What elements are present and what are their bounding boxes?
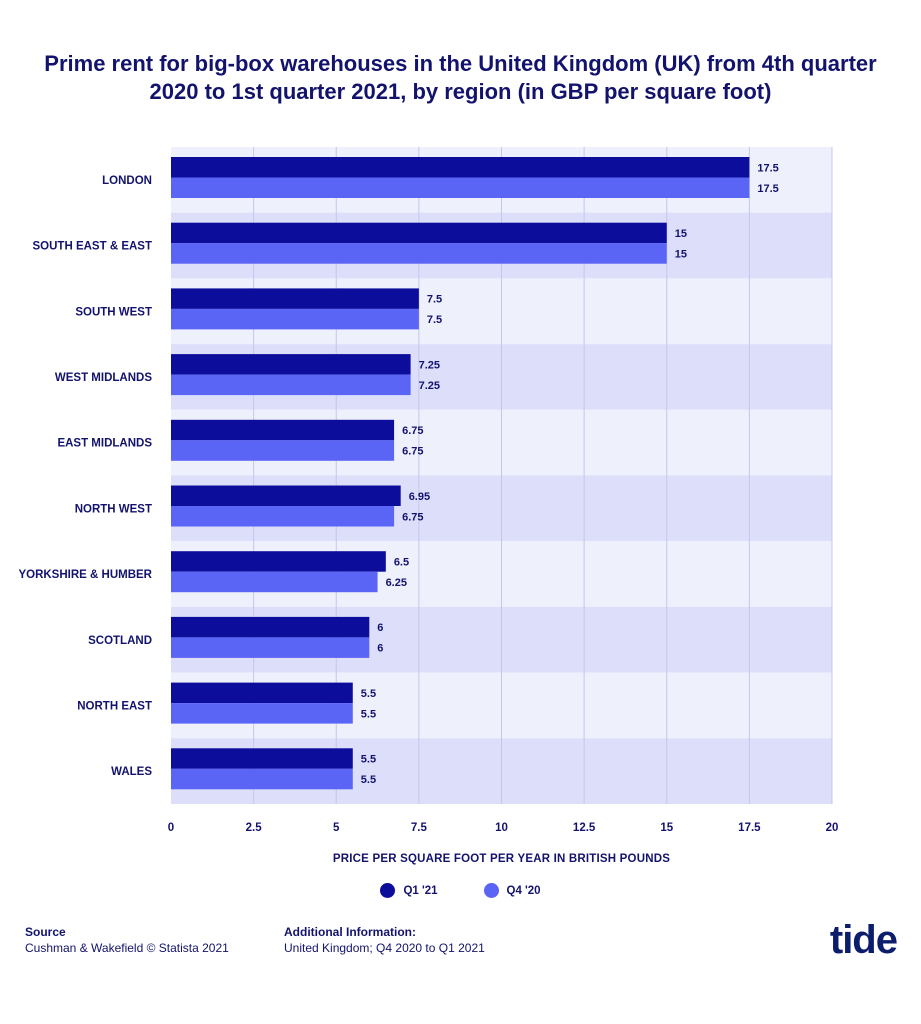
data-label: 6.75	[402, 425, 423, 437]
data-label: 5.5	[361, 688, 376, 700]
category-label: SCOTLAND	[88, 635, 152, 647]
x-tick-label: 2.5	[246, 822, 263, 834]
data-label: 17.5	[757, 183, 778, 195]
data-label: 17.5	[757, 162, 778, 174]
bar-q1-21	[171, 419, 395, 441]
bar-q4-20	[171, 703, 353, 724]
bar-q1-21	[171, 354, 411, 375]
data-label: 6.95	[409, 491, 430, 503]
additional-info-heading: Additional Information:	[284, 925, 416, 939]
x-tick-label: 20	[826, 822, 839, 834]
data-label: 6	[377, 643, 383, 655]
bar-q1-21	[171, 288, 419, 309]
bar-q1-21	[171, 157, 750, 178]
data-label: 6.5	[394, 556, 409, 568]
bar-q4-20	[171, 506, 395, 527]
bar-q4-20	[171, 177, 750, 198]
legend-label-q1-21: Q1 '21	[403, 884, 438, 897]
x-tick-label: 12.5	[573, 822, 596, 834]
category-label: EAST MIDLANDS	[57, 438, 152, 450]
x-tick-label: 15	[660, 822, 673, 834]
data-label: 5.5	[361, 754, 376, 766]
bar-q4-20	[171, 637, 370, 658]
bar-q4-20	[171, 374, 411, 396]
legend-swatch-q4-20	[483, 883, 499, 898]
tide-logo: tide	[829, 918, 898, 962]
data-label: 15	[675, 248, 687, 260]
category-label: YORKSHIRE & HUMBER	[18, 569, 152, 581]
data-label: 7.25	[419, 359, 440, 371]
category-label: WEST MIDLANDS	[55, 372, 152, 384]
category-label: SOUTH WEST	[75, 306, 152, 318]
category-label: LONDON	[102, 175, 152, 187]
bar-q4-20	[171, 768, 353, 790]
bar-q4-20	[171, 308, 419, 330]
legend-swatch-q1-21	[380, 883, 396, 898]
bar-chart: 17.5 17.5 LONDON 15 15 SOUTH EAST & EAST 7.5 7.…	[18, 147, 839, 834]
data-label: 15	[675, 228, 687, 240]
bar-q1-21	[171, 485, 401, 506]
x-tick-label: 10	[495, 822, 508, 834]
bar-q1-21	[171, 748, 353, 769]
source-heading: Source	[25, 925, 66, 939]
data-label: 6.25	[386, 577, 407, 589]
category-label: SOUTH EAST & EAST	[33, 241, 152, 253]
source-text: Cushman & Wakefield © Statista 2021	[25, 941, 229, 955]
data-label: 5.5	[361, 708, 376, 720]
chart-title: Prime rent for big-box warehouses in the…	[44, 51, 877, 104]
data-label: 7.5	[427, 314, 442, 326]
data-label: 5.5	[361, 774, 376, 786]
additional-info-block: Additional Information: United Kingdom; …	[284, 924, 485, 956]
additional-info-text: United Kingdom; Q4 2020 to Q1 2021	[284, 941, 485, 955]
x-tick-label: 5	[333, 822, 340, 834]
category-label: WALES	[111, 766, 152, 778]
x-tick-label: 0	[168, 822, 174, 834]
bar-q4-20	[171, 440, 395, 461]
category-label: NORTH WEST	[75, 503, 152, 515]
legend-label-q4-20: Q4 '20	[506, 884, 541, 897]
x-tick-label: 7.5	[411, 822, 428, 834]
source-block: Source Cushman & Wakefield © Statista 20…	[25, 924, 229, 956]
bar-q1-21	[171, 222, 667, 244]
bar-q1-21	[171, 616, 370, 638]
bar-q1-21	[171, 682, 353, 704]
data-label: 6.75	[402, 511, 423, 523]
bar-q1-21	[171, 551, 386, 572]
data-label: 7.25	[419, 380, 440, 392]
x-axis-title: PRICE PER SQUARE FOOT PER YEAR IN BRITIS…	[332, 853, 671, 865]
data-label: 6	[377, 622, 383, 634]
legend-item-q1-21[interactable]: Q1 '21	[380, 883, 438, 898]
data-label: 6.75	[402, 446, 423, 458]
legend: Q1 '21 Q4 '20	[0, 883, 921, 898]
bar-q4-20	[171, 571, 378, 593]
category-label: NORTH EAST	[77, 700, 152, 712]
data-label: 7.5	[427, 294, 442, 306]
legend-item-q4-20[interactable]: Q4 '20	[483, 883, 541, 898]
bar-q4-20	[171, 243, 667, 264]
x-tick-label: 17.5	[738, 822, 761, 834]
